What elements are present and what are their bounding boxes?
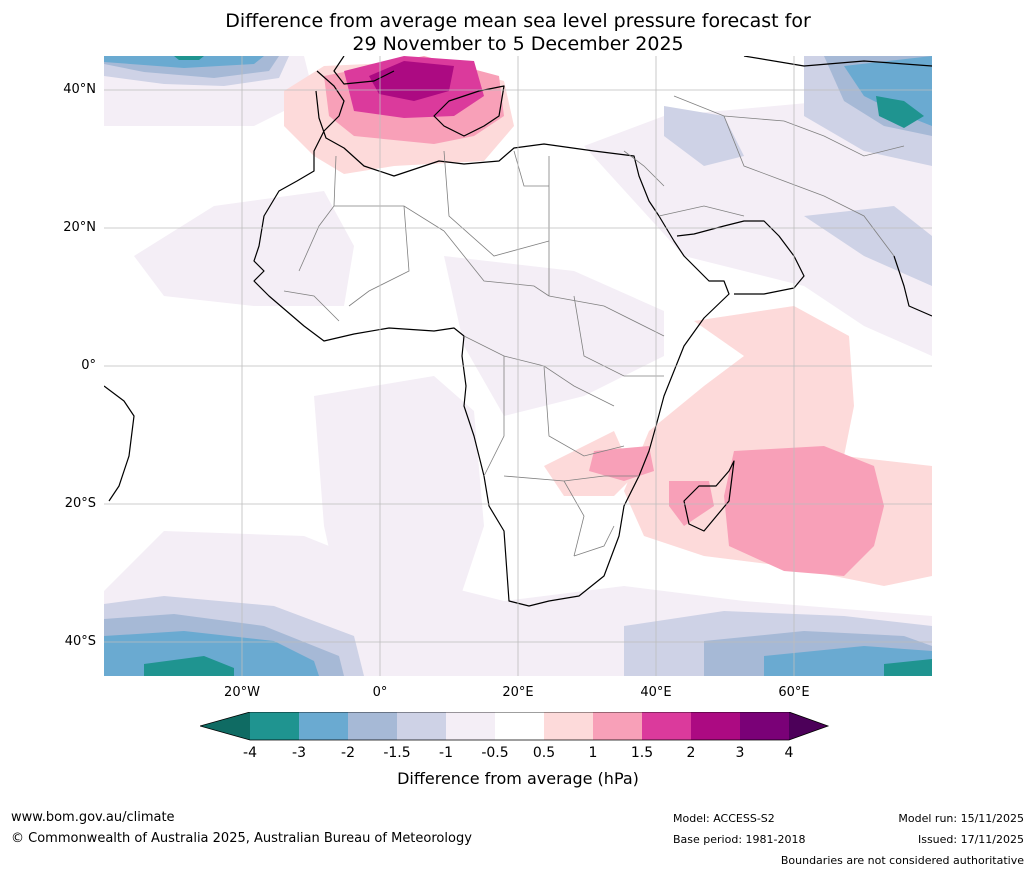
colorbar-tick: 1.5	[630, 745, 654, 761]
lon-label-0: 0°	[372, 685, 388, 700]
footer-disclaimer: Boundaries are not considered authoritat…	[780, 854, 1024, 867]
colorbar-segment	[691, 712, 740, 740]
colorbar-tick: 2	[686, 745, 696, 761]
country-borders	[283, 95, 905, 557]
colorbar-segment	[544, 712, 593, 740]
pressure-anomaly-map	[104, 56, 932, 676]
title-line-2: 29 November to 5 December 2025	[352, 33, 684, 55]
colorbar-tick: -3	[292, 745, 306, 761]
colorbar-segment	[299, 712, 348, 740]
colorbar-tick: -1	[439, 745, 453, 761]
footer-copyright: © Commonwealth of Australia 2025, Austra…	[11, 831, 472, 846]
colorbar-tick: 1	[588, 745, 598, 761]
colorbar-segment	[495, 712, 544, 740]
colorbar-tick: -0.5	[481, 745, 509, 761]
lon-label-20e: 20°E	[502, 685, 534, 700]
lon-label-40e: 40°E	[640, 685, 672, 700]
anomaly-band-minus-3	[144, 56, 932, 676]
graticule	[104, 56, 932, 676]
footer-url[interactable]: www.bom.gov.au/climate	[11, 810, 175, 825]
title-line-1: Difference from average mean sea level p…	[225, 10, 811, 32]
lat-label-0: 0°	[81, 358, 96, 373]
footer-model-run: Model run: 15/11/2025	[898, 812, 1024, 825]
footer-model: Model: ACCESS-S2	[673, 812, 775, 825]
lat-label-20n: 20°N	[63, 220, 96, 235]
colorbar-segment	[250, 712, 299, 740]
lat-label-40s: 40°S	[64, 634, 96, 649]
colorbar-segment	[740, 712, 789, 740]
colorbar-tick: 4	[784, 745, 794, 761]
colorbar-outline	[200, 712, 830, 741]
anomaly-band-plus-2	[369, 61, 454, 101]
colorbar-segment	[642, 712, 691, 740]
colorbar-segment	[200, 712, 250, 740]
colorbar	[200, 712, 830, 741]
footer-issued: Issued: 17/11/2025	[917, 833, 1024, 846]
colorbar-tick: -4	[243, 745, 257, 761]
colorbar-segment	[593, 712, 642, 740]
colorbar-tick: 3	[735, 745, 745, 761]
colorbar-segment	[397, 712, 446, 740]
lat-label-20s: 20°S	[64, 496, 96, 511]
lon-label-60e: 60°E	[778, 685, 810, 700]
colorbar-segment	[446, 712, 495, 740]
map-title: Difference from average mean sea level p…	[104, 10, 932, 56]
colorbar-tick: -1.5	[383, 745, 411, 761]
lon-label-20w: 20°W	[224, 685, 260, 700]
colorbar-tick: -2	[341, 745, 355, 761]
colorbar-segment	[348, 712, 397, 740]
colorbar-label: Difference from average (hPa)	[397, 769, 639, 788]
footer-base-period: Base period: 1981-2018	[673, 833, 806, 846]
colorbar-tick: 0.5	[532, 745, 556, 761]
colorbar-segment	[789, 712, 828, 740]
lat-label-40n: 40°N	[63, 82, 96, 97]
map-canvas	[104, 56, 932, 676]
coastlines	[104, 56, 932, 607]
